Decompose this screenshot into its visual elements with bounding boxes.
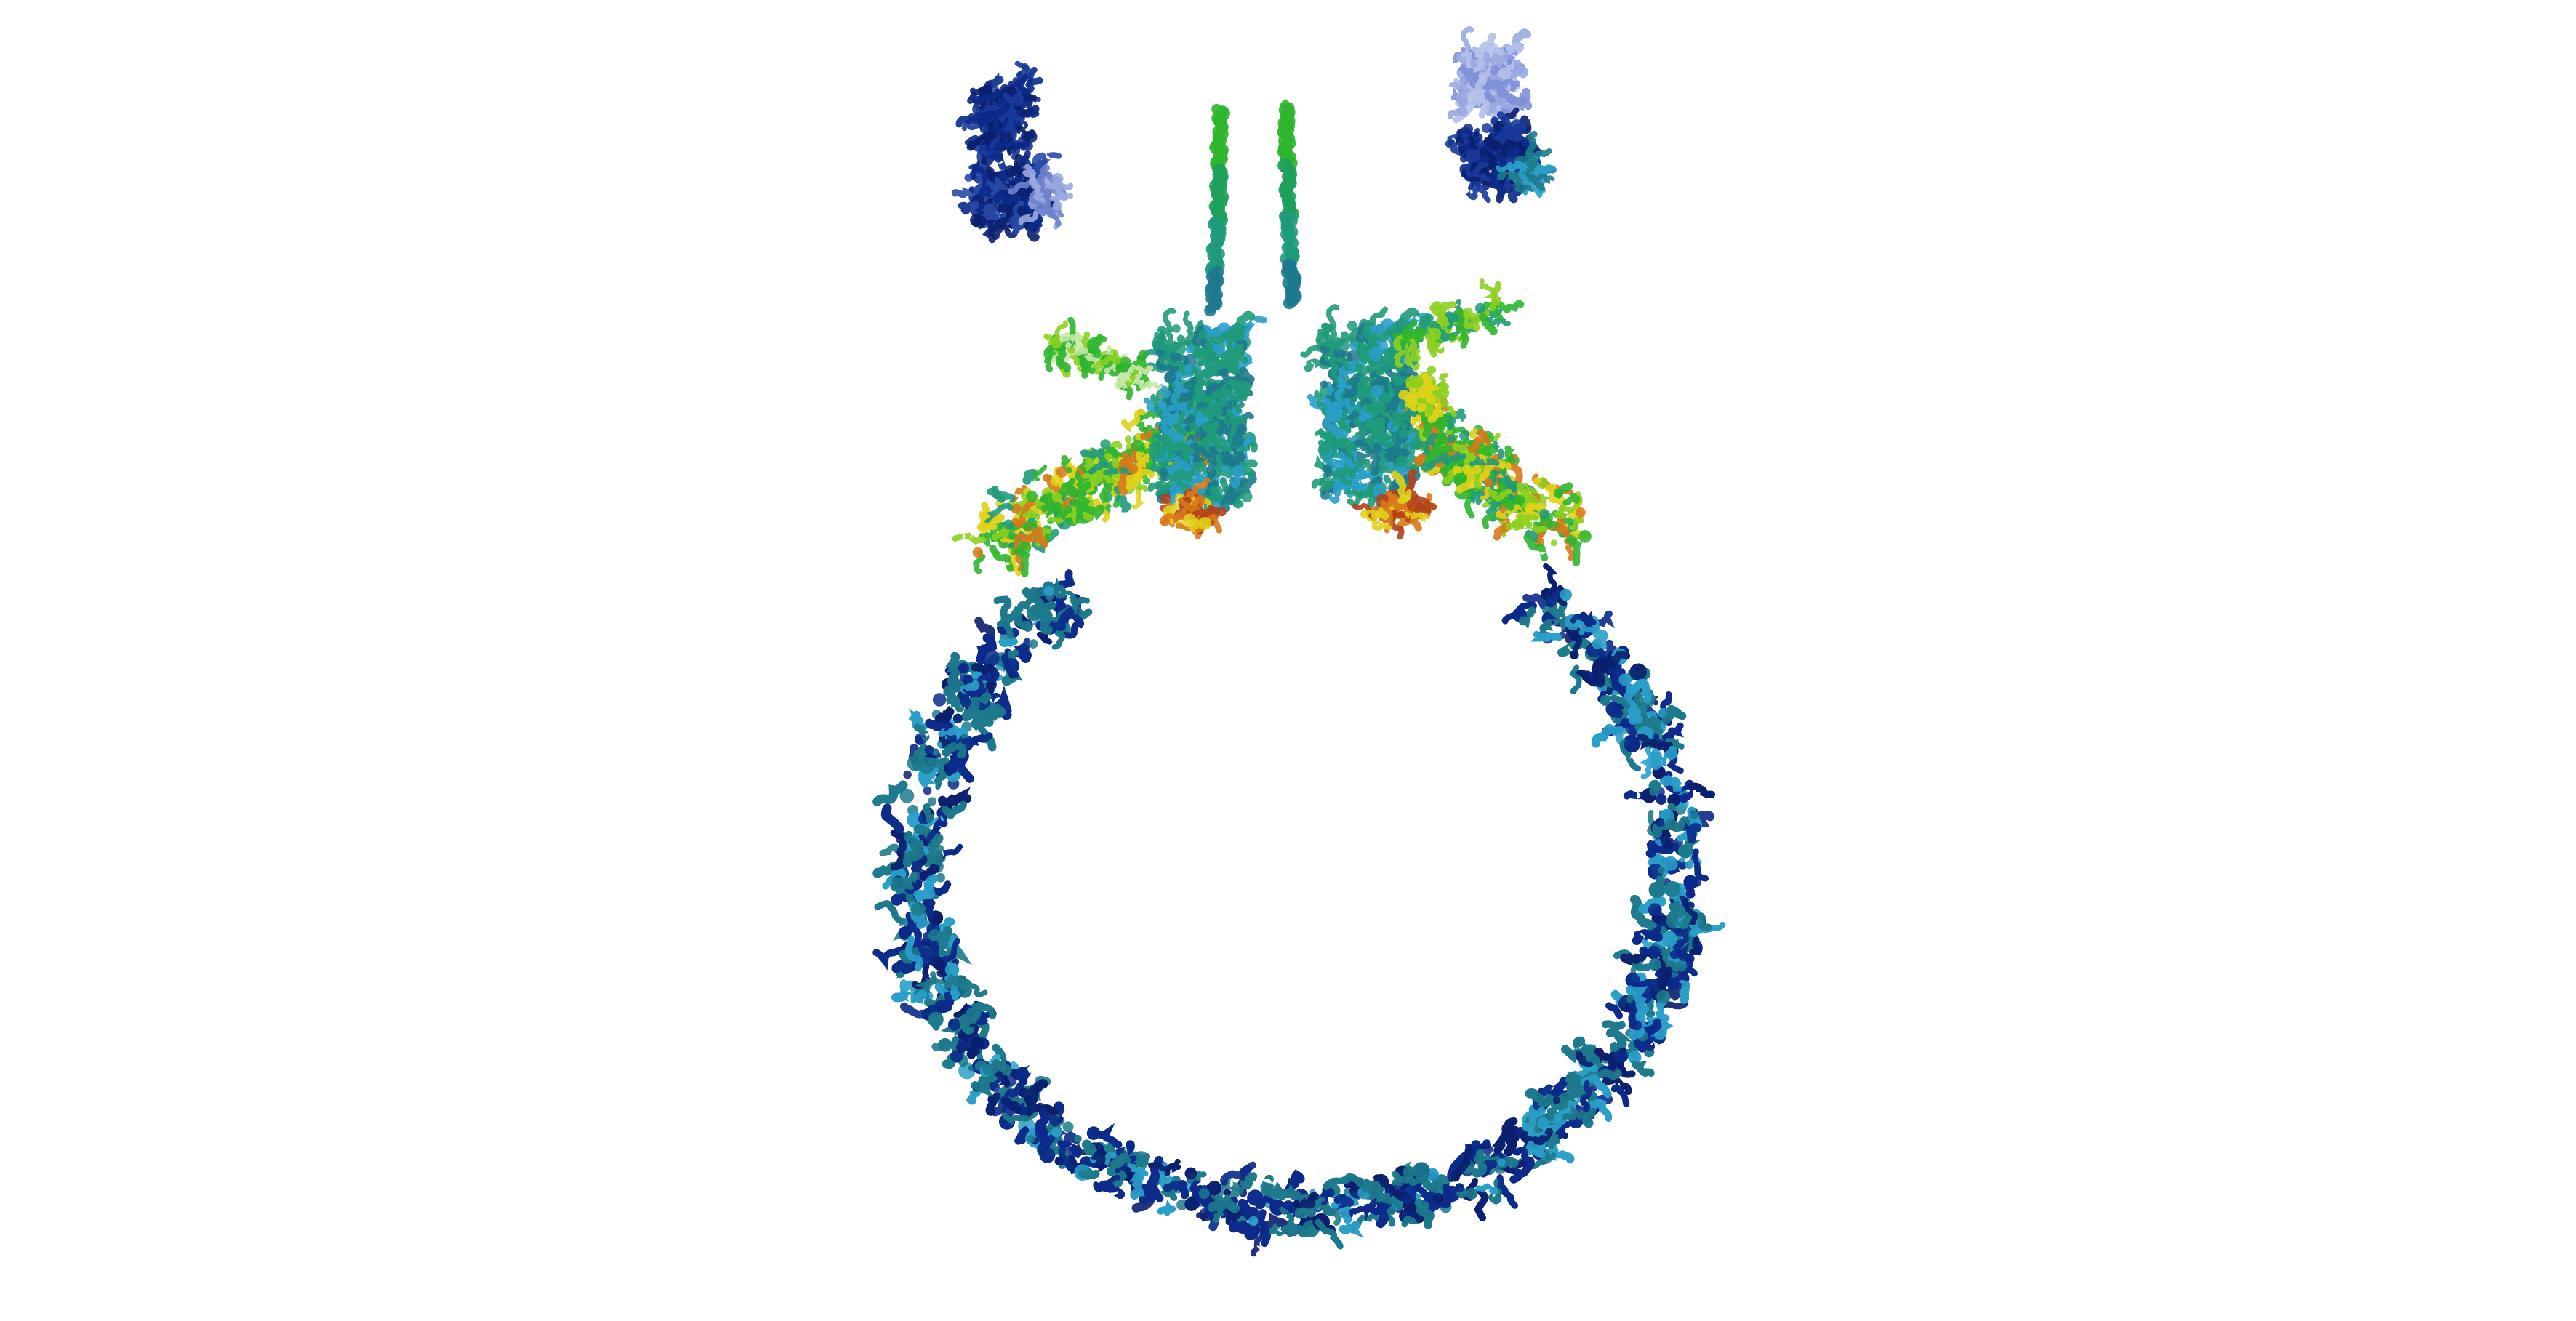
left-shoulder-domain	[952, 308, 1267, 577]
right-stalk-helix	[1277, 100, 1302, 310]
right-shoulder-domain	[1300, 278, 1592, 566]
top-right-subunit	[1445, 26, 1557, 204]
ring-assembly	[872, 563, 1725, 1257]
left-stalk-helix	[1204, 103, 1230, 317]
top-left-subunit	[951, 60, 1074, 244]
